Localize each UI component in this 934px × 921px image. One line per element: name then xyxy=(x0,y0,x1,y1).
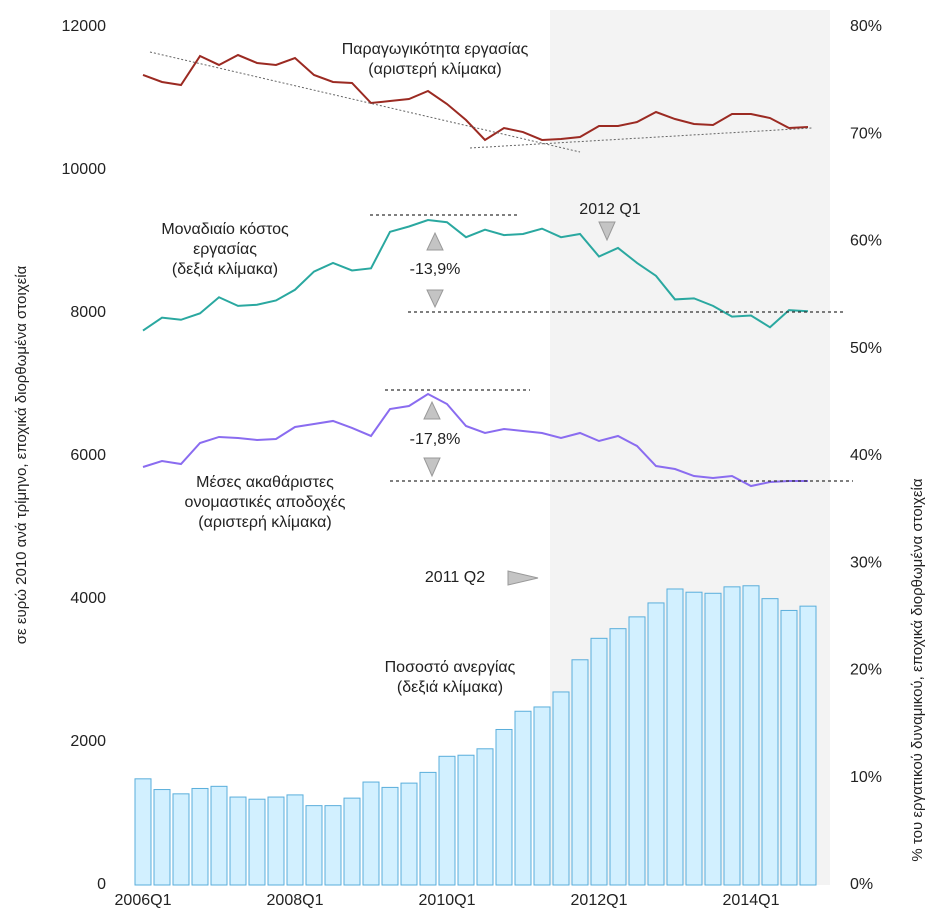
y-tick-label: 0 xyxy=(97,876,106,893)
bar xyxy=(666,588,684,886)
bar xyxy=(343,797,361,886)
arrow xyxy=(423,457,441,478)
bar xyxy=(362,781,380,886)
x-tick-label: 2008Q1 xyxy=(267,892,324,909)
y2-tick-label: 10% xyxy=(850,769,882,786)
bar xyxy=(552,691,570,886)
bar xyxy=(685,591,703,886)
legend-label-line: (αριστερή κλίμακα) xyxy=(368,61,501,78)
bar xyxy=(590,637,608,886)
bar xyxy=(704,592,722,886)
arrow xyxy=(507,570,539,586)
bar xyxy=(514,710,532,886)
bar xyxy=(324,805,342,886)
y2-tick-label: 0% xyxy=(850,876,873,893)
y2-tick-label: 60% xyxy=(850,233,882,250)
arrow xyxy=(426,231,444,251)
bar xyxy=(381,786,399,886)
bar xyxy=(267,796,285,886)
arrow xyxy=(598,221,616,242)
bar xyxy=(780,609,798,886)
annotation: 2011 Q2 xyxy=(425,569,485,586)
legend-label-line: (αριστερή κλίμακα) xyxy=(198,514,331,531)
marks xyxy=(134,53,817,886)
bar xyxy=(191,787,209,886)
bar xyxy=(210,785,228,886)
annotation: -13,9% xyxy=(410,261,461,278)
bar xyxy=(723,586,741,886)
x-tick-label: 2014Q1 xyxy=(723,892,780,909)
bar xyxy=(742,585,760,886)
line xyxy=(142,53,809,142)
annotation: -17,8% xyxy=(410,431,461,448)
y-tick-label: 10000 xyxy=(62,161,107,178)
legend-label-line: Ποσοστό ανεργίας xyxy=(385,659,516,676)
y2-tick-label: 30% xyxy=(850,554,882,571)
bar xyxy=(400,782,418,886)
legend-label-line: ονομαστικές αποδοχές xyxy=(185,494,346,511)
bar xyxy=(476,748,494,886)
y-tick-label: 8000 xyxy=(70,304,106,321)
bar xyxy=(305,805,323,886)
y2-tick-label: 80% xyxy=(850,18,882,35)
bar xyxy=(647,602,665,886)
bar xyxy=(533,706,551,886)
y2-axis-label: % του εργατικού δυναμικού, εποχικά διορθ… xyxy=(909,478,926,861)
legend-label-line: (δεξιά κλίμακα) xyxy=(397,679,503,696)
legend-label-line: εργασίας xyxy=(193,241,257,258)
legend-label: Παραγωγικότητα εργασίας (αριστερή κλίμακα… xyxy=(342,41,529,78)
bar xyxy=(571,659,589,886)
bar xyxy=(457,754,475,886)
bar xyxy=(438,755,456,886)
legend-label-line: Παραγωγικότητα εργασίας xyxy=(342,41,529,58)
bar xyxy=(628,616,646,886)
legend-label-line: Μοναδιαίο κόστος xyxy=(161,221,289,238)
y2-tick-label: 40% xyxy=(850,447,882,464)
bar xyxy=(172,793,190,886)
x-tick-label: 2012Q1 xyxy=(571,892,628,909)
legend-label: Μέσες ακαθάριστες ονομαστικές αποδοχές (αρ… xyxy=(185,474,346,531)
trend-line xyxy=(149,51,581,153)
line xyxy=(142,392,808,488)
bar xyxy=(761,598,779,886)
bar xyxy=(419,771,437,886)
y-tick-label: 12000 xyxy=(62,18,107,35)
arrow xyxy=(423,400,441,420)
bar xyxy=(799,605,817,886)
legend-label: Μοναδιαίο κόστος εργασίας (δεξιά κλίμακα) xyxy=(161,221,289,278)
y-tick-label: 4000 xyxy=(70,590,106,607)
bar xyxy=(286,794,304,886)
annotation: 2012 Q1 xyxy=(579,201,640,218)
bar xyxy=(229,796,247,886)
legend-label: Ποσοστό ανεργίας (δεξιά κλίμακα) xyxy=(385,659,516,696)
x-tick-label: 2006Q1 xyxy=(115,892,172,909)
trend-line xyxy=(469,127,813,149)
line xyxy=(142,219,809,332)
bar xyxy=(248,798,266,886)
x-tick-label: 2010Q1 xyxy=(419,892,476,909)
y-axis-label: σε ευρώ 2010 ανά τρίμηνο, εποχικά διορθω… xyxy=(13,265,30,644)
legend-label-line: Μέσες ακαθάριστες xyxy=(196,474,334,491)
bar xyxy=(134,778,152,886)
y-tick-label: 2000 xyxy=(70,733,106,750)
y-tick-label: 6000 xyxy=(70,447,106,464)
legend-label-line: (δεξιά κλίμακα) xyxy=(172,261,278,278)
bar xyxy=(609,628,627,886)
bar xyxy=(153,789,171,886)
y2-tick-label: 20% xyxy=(850,662,882,679)
y2-tick-label: 50% xyxy=(850,340,882,357)
bar xyxy=(495,728,513,886)
arrow xyxy=(426,289,444,309)
y2-tick-label: 70% xyxy=(850,125,882,142)
